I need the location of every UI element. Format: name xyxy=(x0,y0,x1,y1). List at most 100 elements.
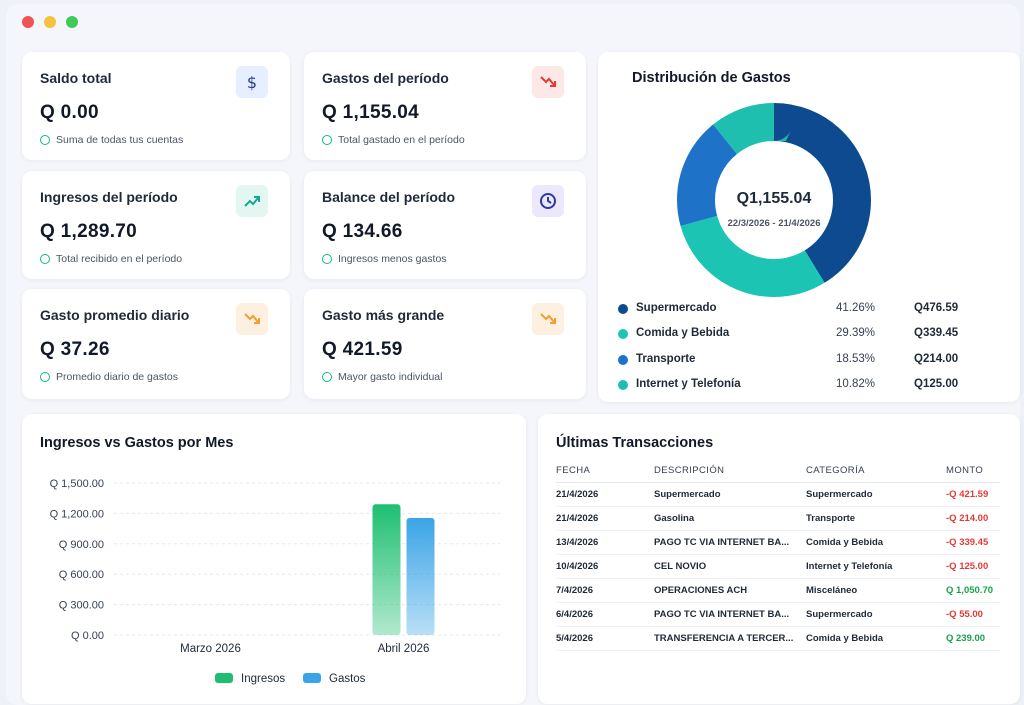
x-tick-label: Marzo 2026 xyxy=(180,643,241,655)
stat-subtitle: Ingresos menos gastos xyxy=(322,253,447,265)
table-row[interactable]: 6/4/2026 PAGO TC VIA INTERNET BA... Supe… xyxy=(556,602,1000,627)
minimize-window-icon[interactable] xyxy=(44,16,56,28)
stat-title: Ingresos del período xyxy=(40,189,178,205)
cell-description: Supermercado xyxy=(654,482,806,507)
y-tick-label: Q 600.00 xyxy=(59,569,104,581)
transactions-title: Últimas Transacciones xyxy=(556,435,714,451)
transactions-table: FECHA DESCRIPCIÓN CATEGORÍA MONTO 21/4/2… xyxy=(556,460,1000,651)
trending-down-icon xyxy=(236,303,268,335)
legend-row-supermercado: Supermercado 41.26% Q476.59 xyxy=(618,300,958,318)
transactions-card: Últimas Transacciones FECHA DESCRIPCIÓN … xyxy=(538,414,1020,704)
cell-category: Internet y Telefonía xyxy=(806,554,946,579)
legend-swatch-ingresos xyxy=(215,673,233,683)
stat-title: Saldo total xyxy=(40,70,112,86)
donut-center-amount: Q1,155.04 xyxy=(737,190,812,207)
legend-percent: 18.53% xyxy=(836,353,876,365)
legend-row-transporte: Transporte 18.53% Q214.00 xyxy=(618,351,958,369)
legend-swatch xyxy=(618,304,628,314)
y-tick-label: Q 300.00 xyxy=(59,600,104,612)
cell-category: Misceláneo xyxy=(806,578,946,603)
legend-swatch xyxy=(618,380,628,390)
table-header-row: FECHA DESCRIPCIÓN CATEGORÍA MONTO xyxy=(556,460,1000,483)
bar-gastos-1[interactable] xyxy=(406,517,435,635)
legend-percent: 29.39% xyxy=(836,327,876,339)
donut-center-range: 22/3/2026 - 21/4/2026 xyxy=(728,218,821,229)
cell-date: 5/4/2026 xyxy=(556,626,654,651)
legend-name: Internet y Telefonía xyxy=(636,378,741,390)
svg-text:$: $ xyxy=(247,73,257,91)
cell-category: Supermercado xyxy=(806,602,946,627)
stat-value: Q 421.59 xyxy=(322,339,403,360)
cell-amount: -Q 55.00 xyxy=(946,602,1000,627)
cell-description: PAGO TC VIA INTERNET BA... xyxy=(654,602,806,627)
legend-swatch xyxy=(618,329,628,339)
info-circle-icon xyxy=(322,372,332,382)
info-circle-icon xyxy=(40,372,50,382)
legend-swatch-gastos xyxy=(303,673,321,683)
trending-down-icon xyxy=(532,66,564,98)
legend-name: Transporte xyxy=(636,353,696,365)
cell-date: 6/4/2026 xyxy=(556,602,654,627)
cell-category: Comida y Bebida xyxy=(806,626,946,651)
info-circle-icon xyxy=(40,254,50,264)
donut-slice-2[interactable] xyxy=(677,103,871,297)
bar-ingresos-1[interactable] xyxy=(372,504,401,635)
cell-amount: -Q 339.45 xyxy=(946,530,1000,555)
close-window-icon[interactable] xyxy=(22,16,34,28)
y-tick-label: Q 1,200.00 xyxy=(50,508,104,520)
app-window: Saldo total Q 0.00 Suma de todas tus cue… xyxy=(6,4,1020,705)
header-fecha[interactable]: FECHA xyxy=(556,460,654,483)
legend-amount: Q214.00 xyxy=(914,353,959,365)
cell-date: 13/4/2026 xyxy=(556,530,654,555)
cell-description: PAGO TC VIA INTERNET BA... xyxy=(654,530,806,555)
legend-name: Comida y Bebida xyxy=(636,327,730,339)
donut-chart: Q1,155.04 22/3/2026 - 21/4/2026 xyxy=(677,103,871,297)
cell-date: 10/4/2026 xyxy=(556,554,654,579)
table-row[interactable]: 21/4/2026 Supermercado Supermercado -Q 4… xyxy=(556,482,1000,507)
distribution-card: Distribución de Gastos Q1,155.04 22/3/20… xyxy=(598,52,1020,402)
x-tick-label: Abril 2026 xyxy=(378,643,430,655)
table-row[interactable]: 13/4/2026 PAGO TC VIA INTERNET BA... Com… xyxy=(556,530,1000,555)
stat-subtitle: Suma de todas tus cuentas xyxy=(40,134,183,146)
stat-value: Q 0.00 xyxy=(40,102,99,123)
stat-subtitle: Total recibido en el período xyxy=(40,253,182,265)
table-row[interactable]: 10/4/2026 CEL NOVIO Internet y Telefonía… xyxy=(556,554,1000,579)
donut-slice-3[interactable] xyxy=(677,103,871,297)
legend-percent: 10.82% xyxy=(836,378,876,390)
trending-up-icon xyxy=(236,185,268,217)
legend-label: Gastos xyxy=(329,673,366,685)
cell-amount: -Q 421.59 xyxy=(946,482,1000,507)
table-row[interactable]: 7/4/2026 OPERACIONES ACH Misceláneo Q 1,… xyxy=(556,578,1000,603)
y-tick-label: Q 900.00 xyxy=(59,539,104,551)
stat-card-saldo-total: Saldo total Q 0.00 Suma de todas tus cue… xyxy=(22,52,290,160)
bar-chart: Q 0.00 Q 300.00 Q 600.00 Q 900.00 Q 1,200.00… xyxy=(50,478,500,685)
maximize-window-icon[interactable] xyxy=(66,16,78,28)
legend-label: Ingresos xyxy=(241,673,285,685)
donut-slice-1[interactable] xyxy=(677,103,871,297)
stat-card-balance-periodo: Balance del período Q 134.66 Ingresos me… xyxy=(304,171,586,279)
chart-title: Ingresos vs Gastos por Mes xyxy=(40,435,234,451)
header-descripcion[interactable]: DESCRIPCIÓN xyxy=(654,460,806,483)
legend-amount: Q125.00 xyxy=(914,378,959,390)
table-row[interactable]: 21/4/2026 Gasolina Transporte -Q 214.00 xyxy=(556,506,1000,531)
cell-description: CEL NOVIO xyxy=(654,554,806,579)
stat-value: Q 1,289.70 xyxy=(40,221,138,242)
legend-percent: 41.26% xyxy=(836,302,876,314)
legend-name: Supermercado xyxy=(636,302,717,314)
y-tick-label: Q 1,500.00 xyxy=(50,478,104,490)
stat-title: Balance del período xyxy=(322,189,456,205)
stat-subtitle: Total gastado en el período xyxy=(322,134,465,146)
cell-category: Comida y Bebida xyxy=(806,530,946,555)
legend-swatch xyxy=(618,355,628,365)
cell-amount: -Q 214.00 xyxy=(946,506,1000,531)
info-circle-icon xyxy=(322,135,332,145)
stat-card-gastos-periodo: Gastos del período Q 1,155.04 Total gast… xyxy=(304,52,586,160)
header-categoria[interactable]: CATEGORÍA xyxy=(806,460,946,483)
table-row[interactable]: 5/4/2026 TRANSFERENCIA A TERCER... Comid… xyxy=(556,626,1000,651)
cell-date: 7/4/2026 xyxy=(556,578,654,603)
header-monto[interactable]: MONTO xyxy=(946,460,1000,483)
distribution-title: Distribución de Gastos xyxy=(632,70,791,86)
stat-value: Q 37.26 xyxy=(40,339,110,360)
legend-row-comida: Comida y Bebida 29.39% Q339.45 xyxy=(618,325,958,343)
legend-amount: Q339.45 xyxy=(914,327,959,339)
